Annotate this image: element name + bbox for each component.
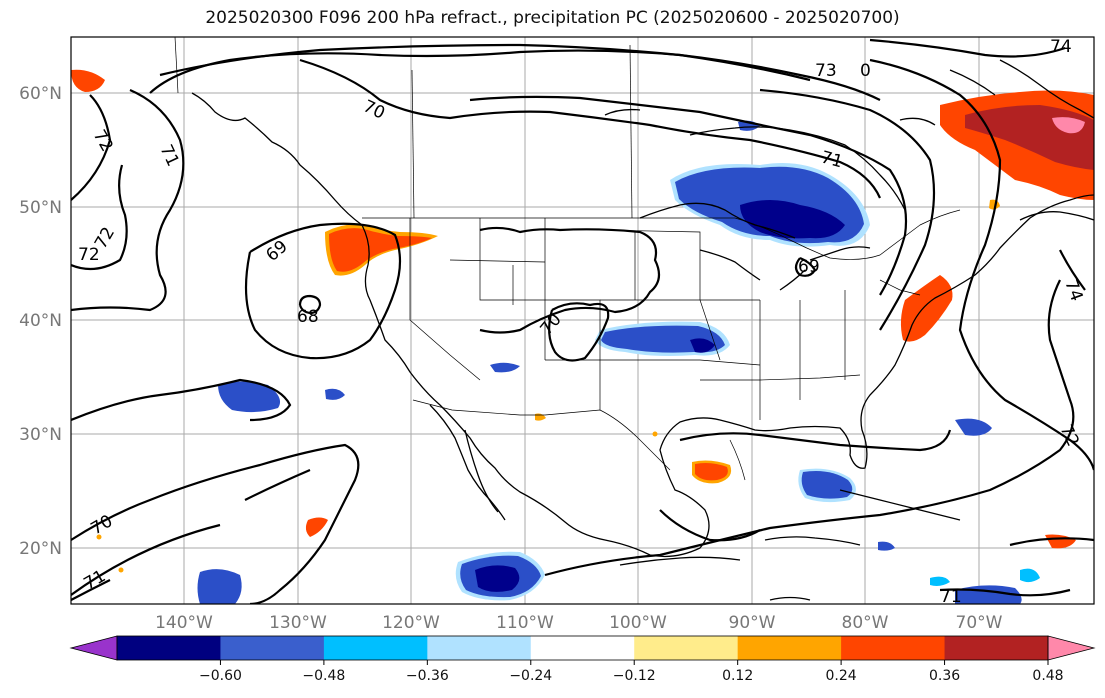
colorbar-tick-label: 0.24 [826, 668, 857, 684]
longitude-labels: 140°W 130°W 120°W 110°W 100°W 90°W 80°W … [155, 613, 1003, 633]
colorbar-tick-label: −0.36 [406, 668, 449, 684]
contour-label: 71 [940, 587, 962, 607]
refractivity-contours [71, 38, 1094, 604]
contour-label: 73 [815, 61, 837, 81]
colorbar-extend-high [1047, 635, 1096, 661]
lon-label: 120°W [382, 613, 440, 633]
colorbar-segment [634, 636, 739, 660]
colorbar-tick-label: 0.36 [929, 668, 960, 684]
lon-label: 70°W [956, 613, 1003, 633]
lat-label: 60°N [19, 84, 62, 104]
lon-label: 100°W [609, 613, 667, 633]
contour-label: 74 [1050, 37, 1072, 57]
lon-label: 90°W [729, 613, 776, 633]
colorbar-segment [117, 636, 221, 660]
precip-positive-shading [71, 69, 1094, 573]
colorbar-tick-label: −0.60 [199, 668, 242, 684]
precip-negative-shading [197, 120, 1040, 604]
lon-label: 80°W [842, 613, 889, 633]
colorbar-segment [323, 636, 428, 660]
contour-label: 72 [78, 245, 100, 265]
colorbar-tick-label: 0.12 [722, 668, 753, 684]
lat-label: 30°N [19, 425, 62, 445]
lon-label: 140°W [155, 613, 213, 633]
colorbar-segment [944, 636, 1049, 660]
contour-label: 68 [297, 307, 319, 327]
colorbar: −0.60 −0.48 −0.36 −0.24 −0.12 0.12 0.24 0.36 0.4… [69, 635, 1096, 684]
colorbar-segment [427, 636, 532, 660]
colorbar-tick-label: −0.24 [509, 668, 552, 684]
colorbar-outline [116, 635, 1049, 661]
latitude-labels: 60°N 50°N 40°N 30°N 20°N [19, 84, 62, 559]
colorbar-tick-label: −0.48 [302, 668, 345, 684]
coastlines [191, 59, 1094, 601]
lat-label: 40°N [19, 311, 62, 331]
lon-label: 130°W [269, 613, 327, 633]
contour-label: 69 [798, 257, 820, 277]
colorbar-segment [737, 636, 842, 660]
graticule [71, 37, 1094, 604]
colorbar-segment [530, 636, 635, 660]
contour-label: 0 [860, 61, 871, 81]
lat-label: 50°N [19, 198, 62, 218]
lon-label: 110°W [496, 613, 554, 633]
lat-label: 20°N [19, 539, 62, 559]
map-frame [70, 36, 1095, 605]
political-borders [174, 37, 961, 481]
colorbar-extend-low [69, 635, 118, 661]
map-title: 2025020300 F096 200 hPa refract., precip… [205, 8, 900, 28]
colorbar-tick-label: 0.48 [1032, 668, 1063, 684]
colorbar-segment [220, 636, 325, 660]
colorbar-tick-label: −0.12 [613, 668, 656, 684]
colorbar-segment [841, 636, 946, 660]
